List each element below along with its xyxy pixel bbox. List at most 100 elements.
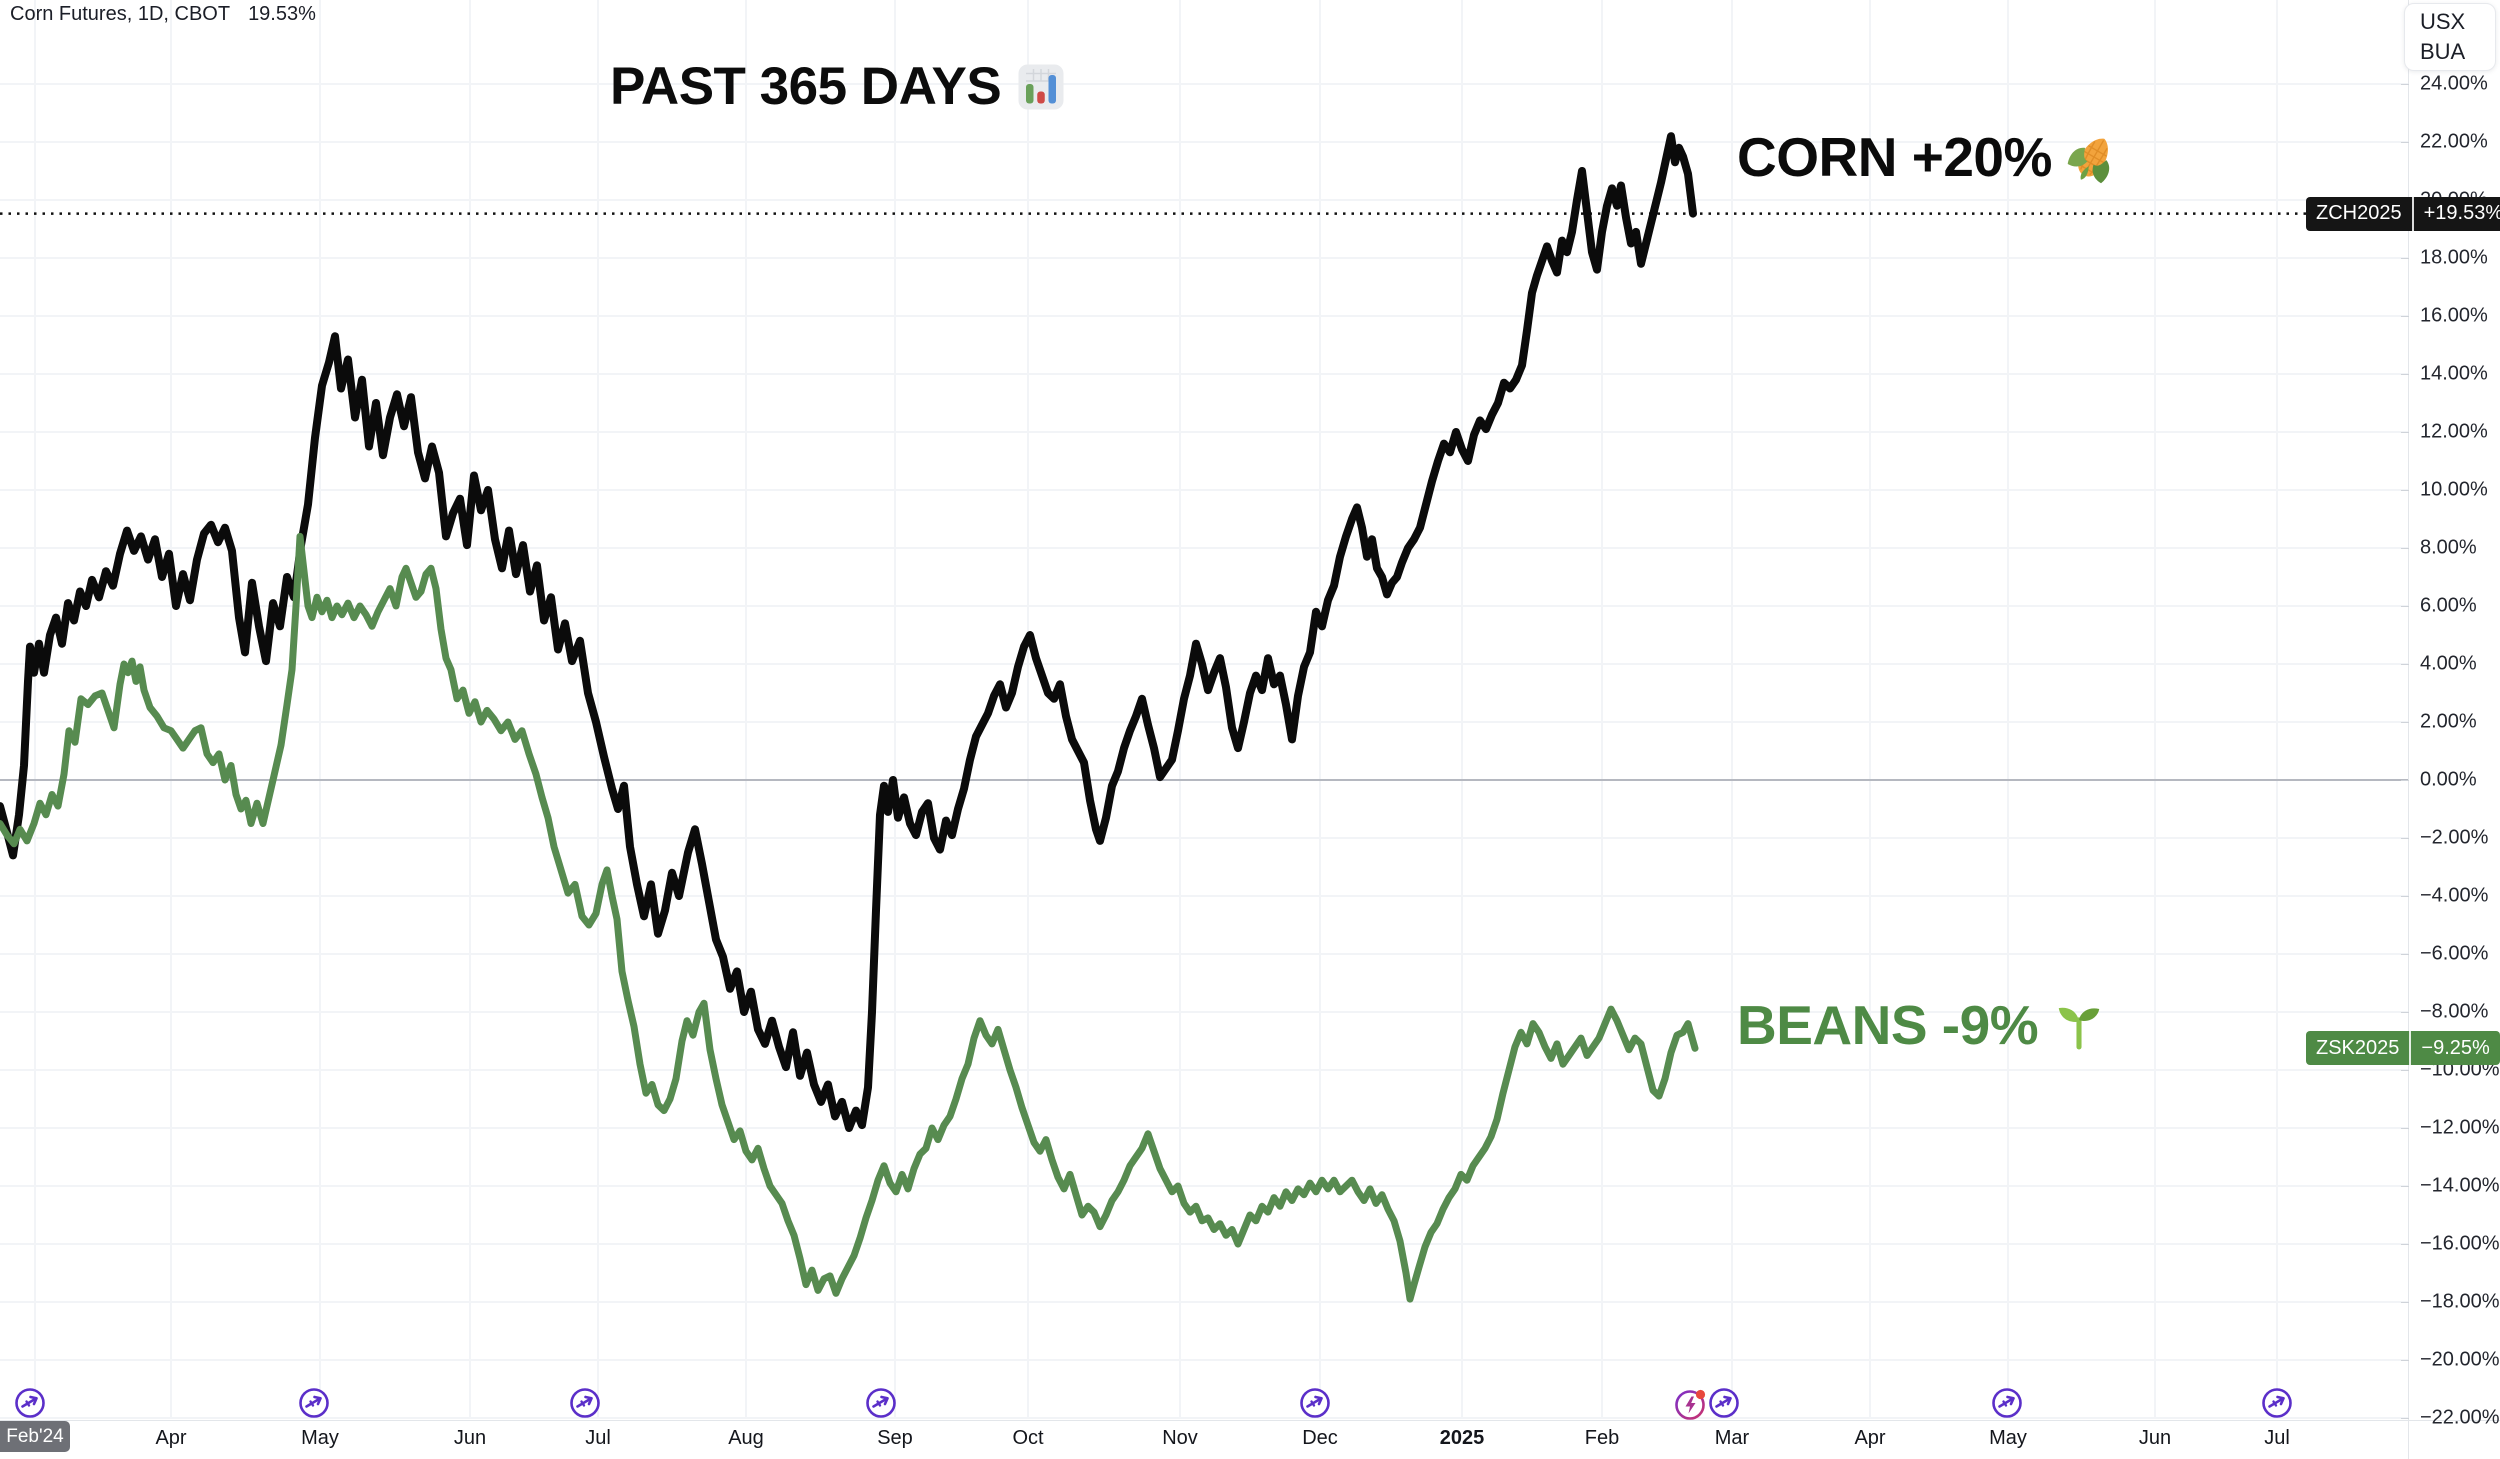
time-axis-label-aug: Aug <box>728 1427 764 1449</box>
price-label: 2.00% <box>2420 710 2477 733</box>
price-label: 16.00% <box>2420 304 2488 327</box>
corn-price-badge: ZCH2025 +19.53% <box>2306 196 2500 231</box>
price-tick <box>2401 84 2409 85</box>
time-axis-label-sep: Sep <box>877 1427 913 1449</box>
time-axis-label-feb: Feb <box>1584 1427 1620 1449</box>
beans-badge-value: −9.25% <box>2421 1036 2490 1059</box>
price-label: 8.00% <box>2420 536 2477 559</box>
price-label: 24.00% <box>2420 72 2488 95</box>
time-axis-label-oct: Oct <box>1012 1427 1044 1449</box>
price-label: −18.00% <box>2420 1290 2500 1313</box>
corn-series-line[interactable] <box>0 132 1697 1132</box>
timeline-arrow-event-icon[interactable] <box>1298 1386 1332 1420</box>
price-axis-border <box>2408 0 2409 1459</box>
time-axis-label-apr: Apr <box>1854 1427 1886 1449</box>
price-tick <box>2401 780 2409 781</box>
time-axis-border <box>0 1420 2500 1421</box>
price-tick <box>2401 664 2409 665</box>
badge-divider <box>2411 196 2414 231</box>
time-axis-label-jul: Jul <box>585 1427 611 1449</box>
corn-badge-symbol: ZCH2025 <box>2316 202 2402 225</box>
price-tick <box>2401 1360 2409 1361</box>
time-axis-label-apr: Apr <box>155 1427 187 1449</box>
corn-badge-value: +19.53% <box>2423 202 2500 225</box>
time-axis-label-jun: Jun <box>2138 1427 2172 1449</box>
price-label: −22.00% <box>2420 1406 2500 1429</box>
timeline-flash-event-icon[interactable] <box>1673 1386 1707 1420</box>
price-tick <box>2401 374 2409 375</box>
price-tick <box>2401 606 2409 607</box>
price-tick <box>2401 316 2409 317</box>
symbol-name: Corn Futures, 1D, CBOT <box>10 3 231 25</box>
beans-label-text: BEANS -9% <box>1737 994 2039 1056</box>
price-label: 4.00% <box>2420 652 2477 675</box>
price-label: −8.00% <box>2420 1000 2489 1023</box>
price-label: 10.00% <box>2420 478 2488 501</box>
price-label: −2.00% <box>2420 826 2489 849</box>
beans-series-line[interactable] <box>0 532 1699 1303</box>
time-axis-label-2025: 2025 <box>1439 1427 1485 1449</box>
price-tick <box>2401 1012 2409 1013</box>
price-label: −14.00% <box>2420 1174 2500 1197</box>
price-tick <box>2401 1302 2409 1303</box>
price-label: −20.00% <box>2420 1348 2500 1371</box>
corn-label-text: CORN +20% <box>1737 126 2052 188</box>
price-chart-plot[interactable] <box>0 0 2408 1420</box>
price-tick <box>2401 1128 2409 1129</box>
badge-divider <box>2409 1031 2412 1066</box>
price-tick <box>2401 1418 2409 1419</box>
price-tick <box>2401 838 2409 839</box>
beans-label-annotation[interactable]: BEANS -9% <box>1737 993 2106 1057</box>
timeline-event-icons <box>0 1386 2500 1420</box>
corn-emoji-icon <box>2066 129 2122 185</box>
time-axis-label-nov: Nov <box>1162 1427 1198 1449</box>
compare-symbol-bua[interactable]: BUA <box>2420 39 2466 65</box>
compare-symbol-usx[interactable]: USX <box>2420 8 2466 34</box>
price-tick <box>2401 1244 2409 1245</box>
timeline-arrow-event-icon[interactable] <box>13 1386 47 1420</box>
price-label: −16.00% <box>2420 1232 2500 1255</box>
price-label: 12.00% <box>2420 420 2488 443</box>
price-label: −12.00% <box>2420 1116 2500 1139</box>
timeline-arrow-event-icon[interactable] <box>2260 1386 2294 1420</box>
price-tick <box>2401 896 2409 897</box>
price-tick <box>2401 954 2409 955</box>
timeline-arrow-event-icon[interactable] <box>1707 1386 1741 1420</box>
price-tick <box>2401 258 2409 259</box>
price-label: 22.00% <box>2420 130 2488 153</box>
price-label: 0.00% <box>2420 768 2477 791</box>
time-axis-label-mar: Mar <box>1714 1427 1750 1449</box>
price-label: 6.00% <box>2420 594 2477 617</box>
time-axis-label-jul: Jul <box>2264 1427 2290 1449</box>
price-tick <box>2401 1070 2409 1071</box>
symbol-info[interactable]: Corn Futures, 1D, CBOT 19.53% <box>10 3 316 26</box>
timeline-arrow-event-icon[interactable] <box>297 1386 331 1420</box>
time-axis-label-may: May <box>301 1427 339 1449</box>
price-tick <box>2401 142 2409 143</box>
corn-label-annotation[interactable]: CORN +20% <box>1737 125 2122 189</box>
price-label: 18.00% <box>2420 246 2488 269</box>
price-label: −4.00% <box>2420 884 2489 907</box>
chart-title-annotation[interactable]: PAST 365 DAYS <box>610 56 1065 117</box>
bar-chart-emoji-icon <box>1017 63 1065 111</box>
compare-symbols-box[interactable]: USX BUA <box>2404 3 2496 71</box>
beans-price-badge: ZSK2025 −9.25% <box>2306 1031 2500 1066</box>
time-axis-label-jun: Jun <box>453 1427 487 1449</box>
price-tick <box>2401 722 2409 723</box>
beans-badge-symbol: ZSK2025 <box>2316 1036 2400 1059</box>
timeline-arrow-event-icon[interactable] <box>864 1386 898 1420</box>
chart-title-text: PAST 365 DAYS <box>610 57 1002 116</box>
crosshair-date-badge: Feb'24 <box>0 1421 70 1452</box>
time-scale[interactable]: MarAprMayJunJulAugSepOctNovDec2025FebMar… <box>0 1421 2500 1459</box>
price-tick <box>2401 548 2409 549</box>
price-tick <box>2401 490 2409 491</box>
time-axis-label-dec: Dec <box>1302 1427 1338 1449</box>
symbol-change: 19.53% <box>248 3 316 25</box>
price-tick <box>2401 1186 2409 1187</box>
price-tick <box>2401 432 2409 433</box>
price-label: −6.00% <box>2420 942 2489 965</box>
timeline-arrow-event-icon[interactable] <box>1990 1386 2024 1420</box>
timeline-arrow-event-icon[interactable] <box>568 1386 602 1420</box>
price-label: 14.00% <box>2420 362 2488 385</box>
